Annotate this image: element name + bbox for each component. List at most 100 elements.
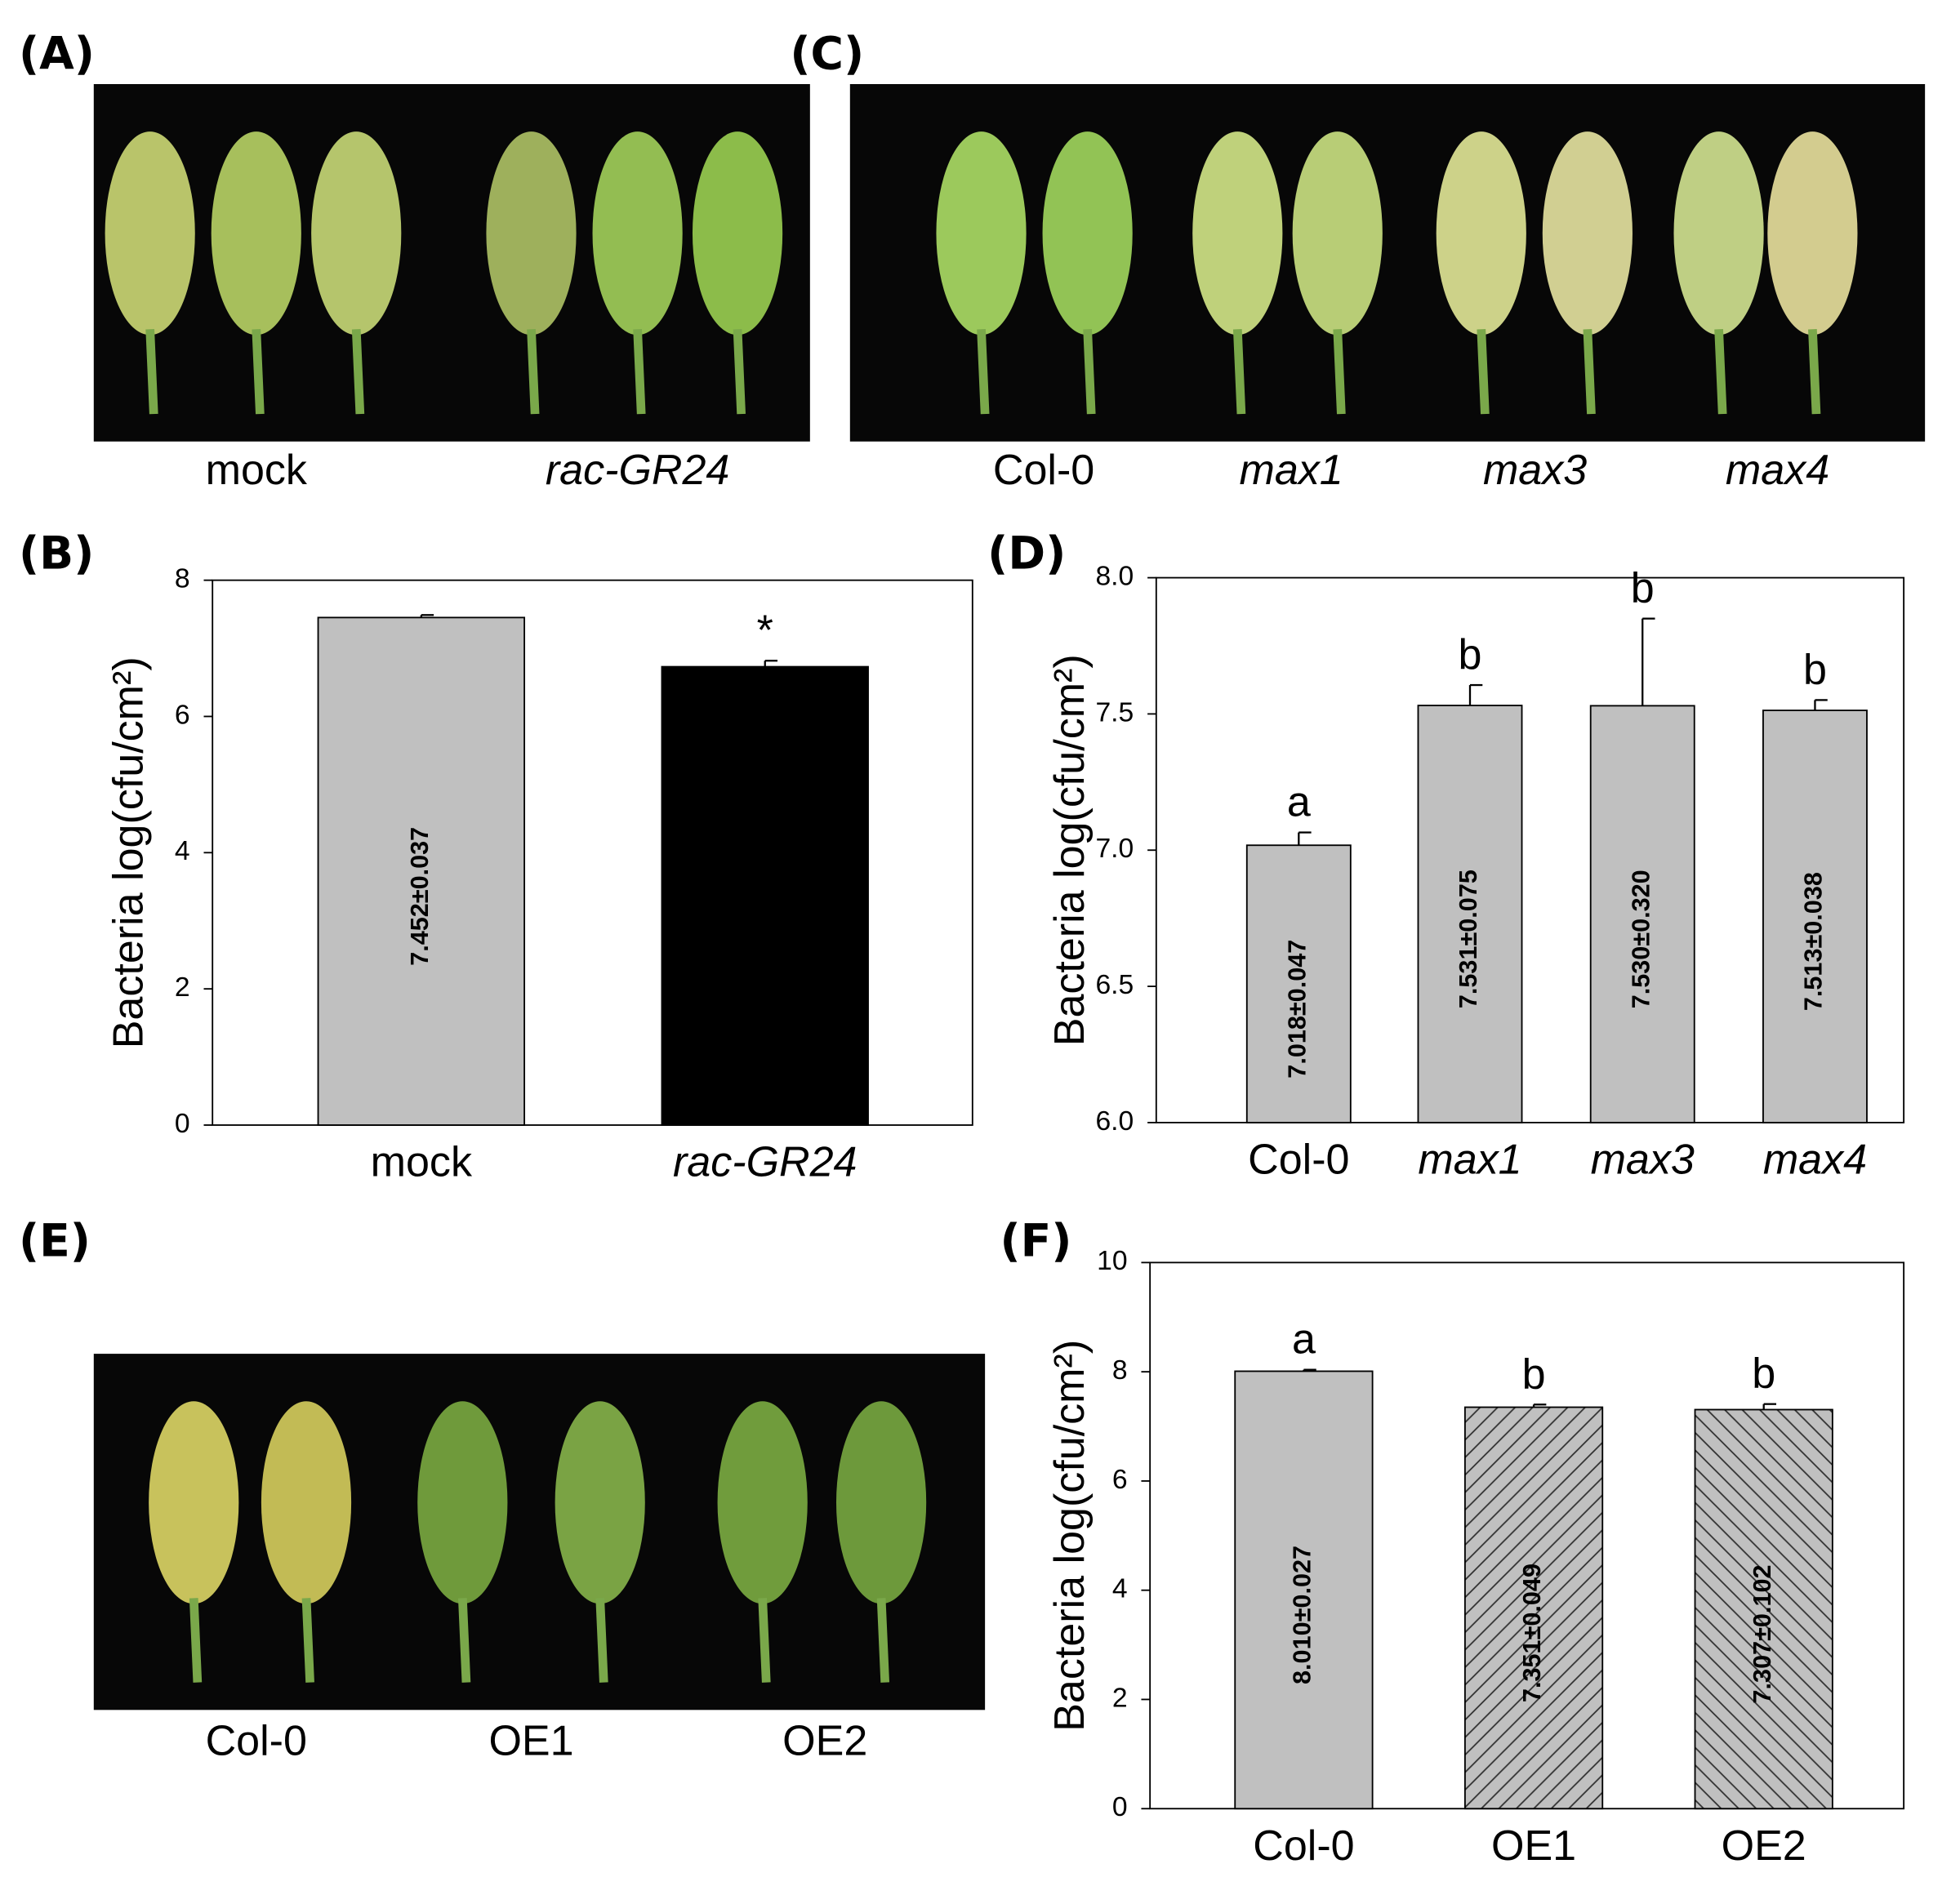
panel-label: (A): [19, 27, 95, 79]
leaf: [717, 1401, 808, 1604]
y-axis-label: Bacteria log(cfu/cm²): [105, 656, 152, 1048]
photo-caption: OE1: [488, 1717, 573, 1764]
leaf: [149, 1401, 239, 1604]
y-axis-label: Bacteria log(cfu/cm²): [1046, 654, 1094, 1046]
panel-label: (E): [19, 1215, 91, 1267]
leaf: [417, 1401, 508, 1604]
significance-label: a: [1292, 1316, 1316, 1363]
leaf-stem: [1083, 329, 1096, 415]
x-tick-label: mock: [371, 1139, 473, 1186]
x-tick-label: OE2: [1722, 1822, 1806, 1870]
bar: [1589, 705, 1695, 1123]
y-tick-label: 6.0: [1095, 1106, 1134, 1137]
leaf-stem: [733, 329, 746, 415]
y-tick-label: 0: [175, 1109, 190, 1139]
leaf-photo: [93, 83, 810, 442]
leaf-stem: [252, 329, 265, 415]
panel-label: (F): [1000, 1215, 1071, 1267]
x-tick-label: max1: [1418, 1137, 1521, 1184]
leaf: [936, 131, 1027, 336]
photo-caption: mock: [206, 447, 308, 494]
y-tick-label: 2: [1112, 1683, 1128, 1713]
leaf-stem: [1808, 329, 1821, 415]
y-tick-label: 8: [1112, 1355, 1128, 1386]
bar: [661, 665, 869, 1126]
y-tick-label: 4: [175, 836, 190, 866]
leaf-stem: [633, 329, 646, 415]
bar: [1762, 710, 1868, 1123]
value-label: 6.730±0.088: [750, 852, 777, 990]
leaf: [555, 1401, 645, 1604]
y-tick-label: 10: [1097, 1246, 1127, 1276]
significance-label: *: [757, 607, 773, 654]
leaf-photo: [93, 1354, 986, 1710]
leaf: [1436, 131, 1526, 336]
photo-caption: max3: [1483, 447, 1587, 494]
leaf: [592, 131, 683, 336]
photo-caption: Col-0: [206, 1717, 307, 1764]
significance-label: a: [1287, 779, 1311, 826]
leaf-stem: [457, 1598, 471, 1683]
y-axis-label: Bacteria log(cfu/cm²): [1046, 1340, 1094, 1732]
leaf-stem: [1583, 329, 1596, 415]
y-tick-label: 8: [175, 564, 190, 594]
y-tick-label: 6.5: [1095, 970, 1134, 1000]
leaf: [692, 131, 783, 336]
leaf-stem: [595, 1598, 608, 1683]
leaf: [1192, 131, 1283, 336]
leaf-stem: [1714, 329, 1727, 415]
y-tick-label: 8.0: [1095, 561, 1134, 591]
photo-caption: Col-0: [993, 447, 1094, 494]
leaf-stem: [977, 329, 990, 415]
x-tick-label: Col-0: [1248, 1137, 1349, 1184]
leaf: [211, 131, 301, 336]
leaf: [1767, 131, 1858, 336]
panel-label: (C): [790, 27, 864, 79]
leaf-stem: [1333, 329, 1346, 415]
leaf-stem: [876, 1598, 890, 1683]
value-label: 7.018±0.047: [1283, 940, 1311, 1079]
photo-caption: rac-GR24: [546, 447, 730, 494]
value-label: 7.452±0.037: [406, 827, 434, 966]
leaf-stem: [145, 329, 158, 415]
leaf-stem: [1232, 329, 1246, 415]
value-label: 7.530±0.320: [1627, 870, 1655, 1008]
photo-caption: OE2: [782, 1717, 867, 1764]
x-tick-label: OE1: [1491, 1822, 1576, 1870]
significance-label: b: [1631, 565, 1655, 612]
leaf: [105, 131, 195, 336]
leaf: [486, 131, 577, 336]
value-label: 8.010±0.027: [1289, 1546, 1316, 1684]
photo-caption: max1: [1240, 447, 1343, 494]
leaf: [261, 1401, 352, 1604]
leaf: [1292, 131, 1383, 336]
value-label: 7.351±0.049: [1518, 1564, 1546, 1702]
y-tick-label: 2: [175, 972, 190, 1003]
x-tick-label: max3: [1591, 1137, 1695, 1184]
significance-label: b: [1522, 1350, 1546, 1398]
leaf: [1042, 131, 1133, 336]
value-label: 7.531±0.075: [1454, 870, 1482, 1008]
y-tick-label: 6: [175, 700, 190, 730]
y-tick-label: 7.0: [1095, 834, 1134, 864]
y-tick-label: 4: [1112, 1574, 1128, 1604]
leaf: [835, 1401, 927, 1604]
bar: [317, 616, 526, 1126]
x-tick-label: Col-0: [1253, 1822, 1354, 1870]
leaf-stem: [758, 1598, 771, 1683]
bar: [1417, 705, 1523, 1123]
y-tick-label: 7.5: [1095, 697, 1134, 727]
leaf: [1673, 131, 1764, 336]
bar: [1234, 1370, 1374, 1810]
panel-label: (B): [19, 527, 94, 580]
leaf: [311, 131, 402, 336]
leaf: [1542, 131, 1633, 336]
significance-label: b: [1459, 631, 1482, 678]
value-label: 7.513±0.038: [1800, 872, 1828, 1011]
leaf-stem: [351, 329, 365, 415]
x-tick-label: max4: [1763, 1137, 1867, 1184]
bar: [1463, 1406, 1604, 1810]
leaf-stem: [1477, 329, 1490, 415]
leaf-stem: [301, 1598, 314, 1683]
